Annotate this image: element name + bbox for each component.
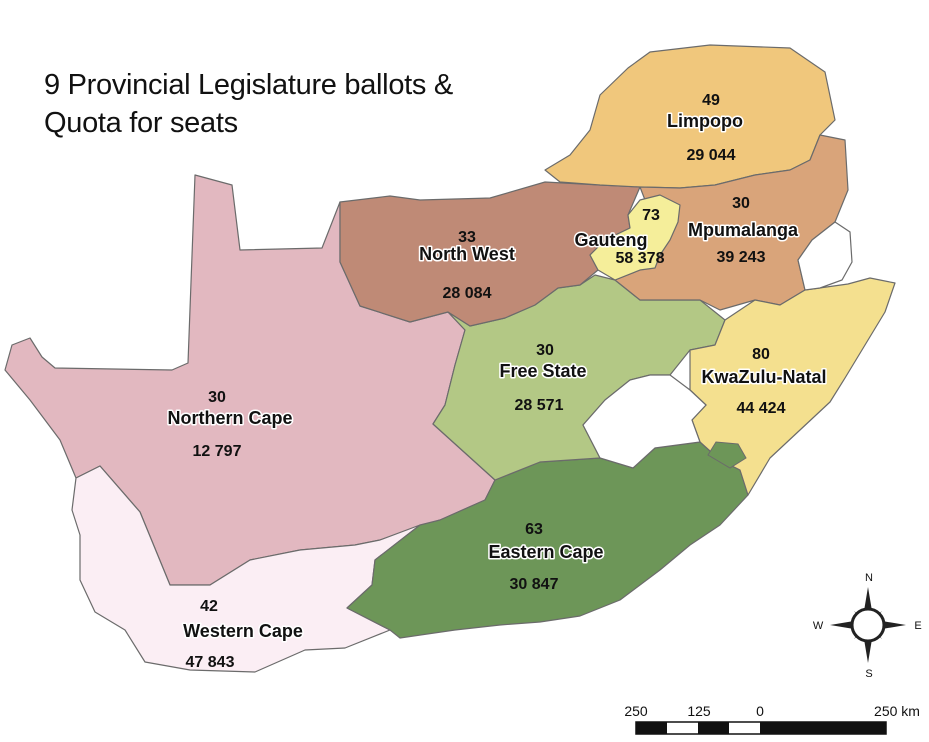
name-free-state: Free State <box>499 361 586 381</box>
name-north-west: North West <box>419 244 515 264</box>
quota-limpopo: 29 044 <box>687 147 736 164</box>
quota-free-state: 28 571 <box>515 397 564 414</box>
quota-mpumalanga: 39 243 <box>717 249 766 266</box>
name-gauteng: Gauteng <box>574 230 647 250</box>
name-mpumalanga: Mpumalanga <box>688 220 799 240</box>
eswatini-region <box>797 221 853 291</box>
seats-kwazulu-natal: 80 <box>752 346 770 363</box>
seats-northern-cape: 30 <box>208 389 226 406</box>
compass-w: W <box>813 620 824 632</box>
province-gauteng[interactable] <box>589 194 681 281</box>
map-title: 9 Provincial Legislature ballots & Quota… <box>44 66 453 142</box>
seats-free-state: 30 <box>536 342 554 359</box>
compass-rose-icon: N S E W <box>813 572 922 680</box>
scale-label-250-left: 250 <box>624 703 648 719</box>
quota-kwazulu-natal: 44 424 <box>737 400 786 417</box>
kzn-enclave <box>707 441 747 469</box>
quota-gauteng: 58 378 <box>616 250 665 267</box>
quota-western-cape: 47 843 <box>186 654 235 671</box>
compass-e: E <box>914 620 921 632</box>
compass-n: N <box>865 572 873 584</box>
seats-gauteng: 73 <box>642 207 660 224</box>
title-line-1: 9 Provincial Legislature ballots & <box>44 69 453 101</box>
scale-label-0: 0 <box>756 703 764 719</box>
scale-bar: 250 125 0 250 km <box>624 703 920 735</box>
quota-eastern-cape: 30 847 <box>510 576 559 593</box>
seats-north-west: 33 <box>458 229 476 246</box>
scale-label-250-km: 250 km <box>874 703 920 719</box>
lesotho-region <box>582 374 707 469</box>
name-eastern-cape: Eastern Cape <box>488 542 603 562</box>
seats-limpopo: 49 <box>702 92 720 109</box>
province-labels: 49 Limpopo 29 044 30 Mpumalanga 39 243 7… <box>166 92 828 671</box>
title-line-2: Quota for seats <box>44 107 238 139</box>
name-limpopo: Limpopo <box>667 111 743 131</box>
compass-s: S <box>865 668 872 680</box>
name-western-cape: Western Cape <box>183 621 303 641</box>
quota-north-west: 28 084 <box>443 285 492 302</box>
seats-eastern-cape: 63 <box>525 521 543 538</box>
name-kwazulu-natal: KwaZulu-Natal <box>701 367 826 387</box>
scale-label-125: 125 <box>687 703 711 719</box>
seats-western-cape: 42 <box>200 598 218 615</box>
name-northern-cape: Northern Cape <box>167 408 292 428</box>
seats-mpumalanga: 30 <box>732 195 750 212</box>
quota-northern-cape: 12 797 <box>193 443 242 460</box>
